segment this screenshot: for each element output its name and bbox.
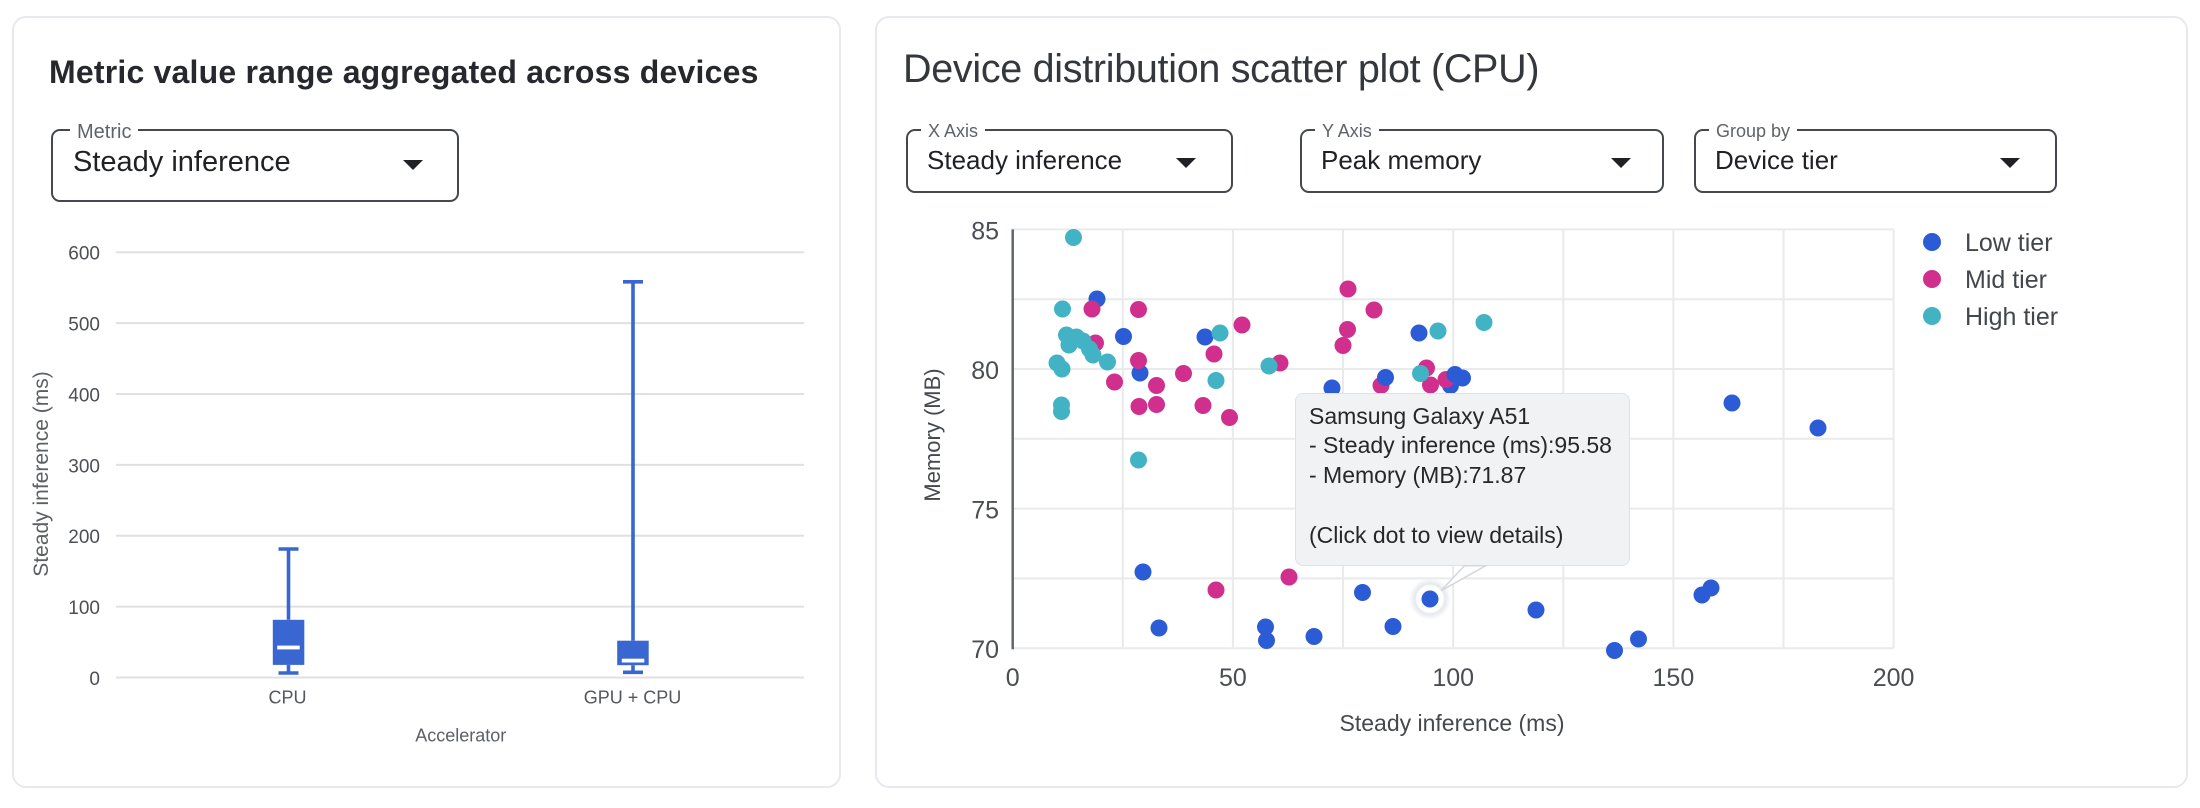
svg-text:500: 500 <box>68 315 100 336</box>
svg-text:0: 0 <box>1006 664 1020 692</box>
svg-text:400: 400 <box>68 386 100 407</box>
svg-text:CPU: CPU <box>268 688 306 708</box>
svg-text:70: 70 <box>971 636 999 664</box>
svg-text:75: 75 <box>971 497 999 525</box>
svg-text:Steady inference (ms): Steady inference (ms) <box>30 371 53 576</box>
svg-text:200: 200 <box>68 527 100 548</box>
svg-text:Mid tier: Mid tier <box>1965 266 2047 294</box>
svg-text:80: 80 <box>971 357 999 385</box>
svg-text:Steady inference (ms): Steady inference (ms) <box>1340 710 1565 736</box>
svg-text:200: 200 <box>1873 664 1915 692</box>
svg-text:50: 50 <box>1219 664 1247 692</box>
svg-text:GPU + CPU: GPU + CPU <box>584 688 682 708</box>
svg-text:600: 600 <box>68 244 100 265</box>
svg-text:High tier: High tier <box>1965 303 2058 331</box>
svg-text:Memory (MB): Memory (MB) <box>920 368 945 501</box>
svg-text:300: 300 <box>68 456 100 477</box>
svg-text:150: 150 <box>1653 664 1695 692</box>
svg-text:100: 100 <box>68 598 100 619</box>
svg-text:100: 100 <box>1432 664 1474 692</box>
svg-text:Accelerator: Accelerator <box>415 726 506 746</box>
svg-text:85: 85 <box>971 217 999 245</box>
svg-text:Low tier: Low tier <box>1965 229 2053 257</box>
svg-text:0: 0 <box>89 669 100 690</box>
